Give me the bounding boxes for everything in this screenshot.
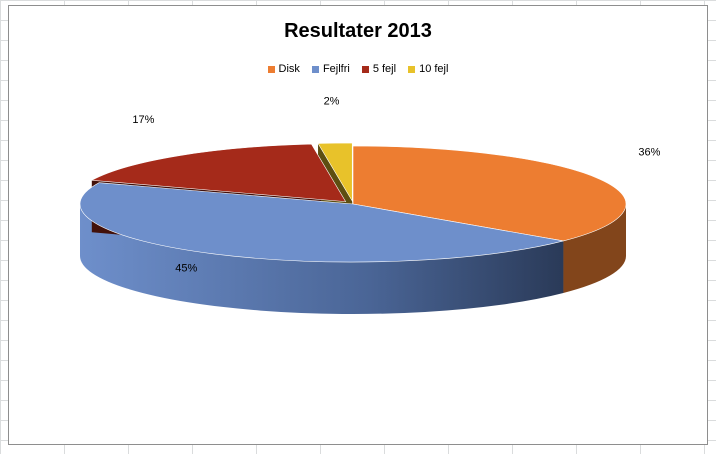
legend-item-5-fejl: 5 fejl [361,63,397,75]
legend-swatch-5-fejl [361,65,369,73]
pie-slice-10-fejl[interactable] [317,142,353,203]
legend-item-disk: Disk [267,63,300,75]
chart-title: Resultater 2013 [284,20,432,42]
data-label-10-fejl: 2% [324,95,340,107]
legend-swatch-fejlfri [311,65,319,73]
pie-tops [79,142,627,263]
pie-side-disk [563,204,626,293]
legend-item-10-fejl: 10 fejl [408,63,448,75]
pie-side-fejlfri [79,204,564,314]
pie-slice-5-fejl[interactable] [90,143,347,202]
pie-slice-fejlfri[interactable] [79,182,564,263]
pie-labels: 36% 45% 17% 2% [132,95,660,274]
legend-item-fejlfri: Fejlfri [311,63,350,75]
legend-label-5-fejl: 5 fejl [372,63,397,75]
legend-label-disk: Disk [278,63,300,75]
data-label-fejlfri: 45% [175,262,197,274]
legend-swatch-disk [267,65,275,73]
legend-swatch-10-fejl [408,65,416,73]
data-label-5-fejl: 17% [132,114,154,126]
data-label-disk: 36% [638,147,660,159]
chart-area[interactable]: Resultater 2013 Disk Fejlfri 5 fejl 10 f… [8,5,708,445]
pie-plot: 36% 45% 17% 2% [79,95,661,314]
legend-label-10-fejl: 10 fejl [419,63,449,75]
pie-slice-disk[interactable] [352,145,627,242]
legend-label-fejlfri: Fejlfri [322,63,350,75]
legend: Disk Fejlfri 5 fejl 10 fejl [9,63,707,75]
